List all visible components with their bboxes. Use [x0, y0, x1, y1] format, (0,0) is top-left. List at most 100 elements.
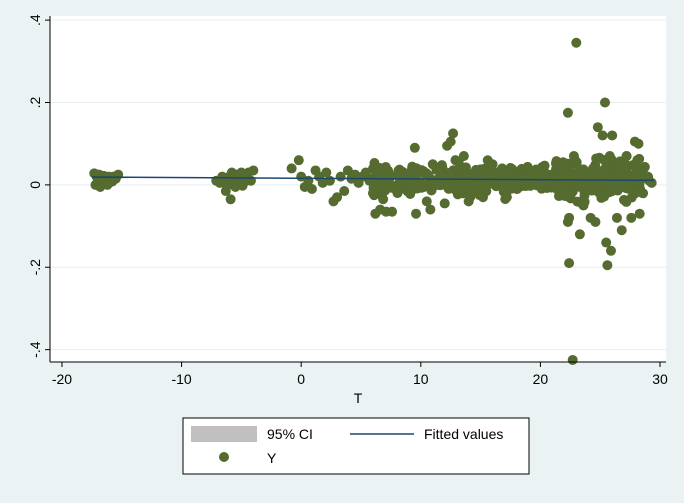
data-point	[604, 151, 615, 162]
data-point	[487, 159, 498, 170]
y-ticks: -.4 -.2 0 .2 .4	[27, 14, 50, 358]
data-point	[597, 130, 608, 141]
x-tick-label: -20	[52, 371, 72, 387]
x-ticks: -20 -10 0 10 20 30	[52, 362, 668, 387]
x-tick-label: 0	[297, 371, 305, 387]
data-point	[606, 186, 617, 197]
data-point	[633, 138, 644, 149]
data-point	[411, 208, 422, 219]
data-point	[248, 165, 259, 176]
data-point	[571, 37, 582, 48]
data-point	[482, 172, 493, 183]
data-point	[581, 184, 592, 195]
data-point	[564, 258, 575, 269]
data-point	[592, 122, 603, 133]
data-point	[516, 163, 527, 174]
data-point	[463, 196, 474, 207]
data-point	[591, 153, 602, 164]
data-point	[225, 194, 236, 205]
data-point	[416, 165, 427, 176]
y-tick-label: -.4	[27, 341, 43, 358]
data-point	[306, 184, 317, 194]
legend-y-label: Y	[267, 450, 277, 466]
data-point	[566, 188, 577, 199]
data-point	[599, 97, 610, 108]
data-point	[558, 185, 569, 196]
data-point	[448, 128, 459, 139]
legend-fit-label: Fitted values	[424, 426, 503, 442]
data-point	[102, 179, 113, 190]
legend: 95% CI Fitted values Y	[182, 417, 530, 475]
data-point	[457, 184, 468, 195]
data-point	[286, 163, 297, 174]
data-point	[428, 175, 439, 186]
legend-y-marker	[219, 452, 229, 462]
data-point	[567, 354, 578, 365]
data-point	[439, 198, 450, 209]
data-point	[421, 196, 432, 207]
data-point	[562, 216, 573, 227]
data-points	[89, 37, 657, 365]
axes	[49, 16, 666, 363]
data-point	[458, 151, 469, 162]
data-point	[409, 142, 420, 153]
x-tick-label: -10	[171, 371, 191, 387]
legend-ci-label: 95% CI	[267, 426, 313, 442]
data-point	[632, 155, 643, 166]
data-point	[390, 180, 401, 191]
data-point	[613, 159, 624, 170]
data-point	[553, 173, 564, 184]
data-point	[364, 175, 375, 186]
data-point	[415, 181, 426, 192]
data-point	[235, 174, 246, 185]
x-tick-label: 30	[652, 371, 668, 387]
y-tick-label: .2	[27, 96, 43, 108]
data-point	[447, 178, 458, 189]
data-point	[379, 185, 390, 196]
data-point	[568, 151, 579, 162]
data-point	[403, 182, 414, 193]
data-point	[626, 212, 637, 223]
data-point	[427, 159, 438, 170]
x-tick-label: 10	[413, 371, 429, 387]
data-point	[332, 192, 343, 203]
data-point	[607, 130, 618, 141]
fitted-values-line	[91, 176, 655, 182]
data-point	[596, 192, 607, 203]
data-point	[339, 186, 350, 197]
data-point	[505, 162, 516, 173]
data-point	[562, 107, 573, 118]
data-point	[605, 245, 616, 256]
data-point	[588, 163, 599, 174]
data-point	[324, 175, 335, 186]
data-point	[367, 188, 378, 199]
x-axis-label: T	[354, 390, 363, 406]
data-point	[445, 170, 456, 181]
data-point	[489, 167, 500, 178]
x-tick-label: 20	[533, 371, 549, 387]
data-point	[558, 157, 569, 168]
data-point	[217, 171, 228, 182]
data-point	[533, 164, 544, 175]
data-point	[629, 188, 640, 199]
data-point	[602, 260, 613, 271]
y-tick-label: 0	[27, 181, 43, 189]
data-point	[574, 229, 585, 240]
data-point	[398, 175, 409, 186]
data-point	[387, 206, 398, 217]
data-point	[615, 179, 626, 190]
data-point	[601, 237, 612, 248]
data-point	[477, 192, 488, 203]
data-point	[425, 204, 436, 215]
data-point	[646, 177, 657, 188]
data-point	[616, 225, 627, 236]
data-point	[590, 216, 601, 227]
data-point	[480, 183, 491, 194]
data-point	[450, 155, 461, 166]
data-point	[617, 167, 628, 178]
data-point	[578, 200, 589, 211]
data-point	[589, 177, 600, 188]
data-point	[445, 136, 456, 147]
y-tick-label: .4	[27, 14, 43, 26]
